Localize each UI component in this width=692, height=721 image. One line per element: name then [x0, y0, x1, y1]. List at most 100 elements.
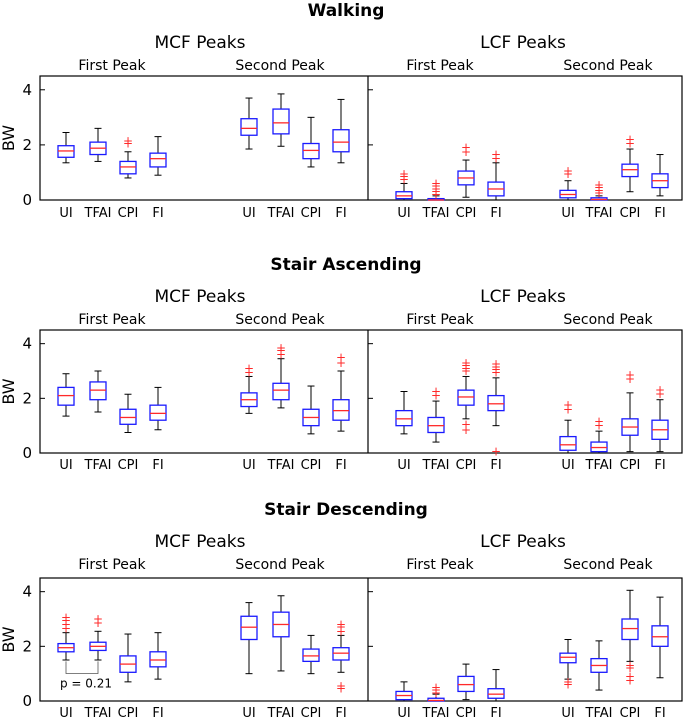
box-cpi	[302, 385, 320, 435]
outlier-marker: +	[336, 350, 346, 364]
outlier-marker: +	[276, 344, 286, 358]
panel-title: Walking	[308, 1, 385, 21]
category-label: FI	[654, 706, 665, 721]
box-tfai	[89, 127, 107, 162]
outlier-marker: +	[399, 170, 409, 184]
iqr-box	[427, 416, 445, 434]
category-label: TFAI	[585, 706, 613, 721]
mcf-peaks-label: MCF Peaks	[155, 532, 246, 552]
category-label: FI	[335, 206, 346, 221]
outlier-marker: +	[625, 368, 635, 382]
box-fi	[332, 98, 350, 164]
box-fi	[149, 632, 167, 680]
iqr-box	[651, 625, 669, 647]
category-label: TFAI	[422, 706, 450, 721]
box-cpi: ++++++	[457, 356, 475, 437]
outlier-marker: +	[491, 363, 501, 377]
first-peak-label: First Peak	[78, 312, 146, 328]
lcf-peaks-label: LCF Peaks	[480, 287, 566, 307]
box-tfai: +++	[427, 680, 445, 702]
outlier-marker: +	[244, 365, 254, 379]
category-label: UI	[59, 206, 72, 221]
second-peak-label: Second Peak	[235, 557, 325, 573]
category-label: FI	[490, 206, 501, 221]
y-tick-label: 0	[22, 692, 32, 710]
box-tfai: ++	[590, 415, 608, 454]
outlier-marker: +	[491, 360, 501, 374]
outlier-marker: +	[61, 613, 71, 627]
category-label: TFAI	[422, 206, 450, 221]
category-label: FI	[490, 706, 501, 721]
category-label: UI	[242, 206, 255, 221]
panel-title: Stair Descending	[264, 500, 428, 520]
box-ui	[57, 373, 75, 417]
outlier-marker: +	[431, 182, 441, 196]
outlier-marker: +	[594, 415, 604, 429]
first-peak-label: First Peak	[78, 557, 146, 573]
box-fi	[651, 596, 669, 679]
outlier-marker: +	[491, 148, 501, 162]
category-label: UI	[397, 706, 410, 721]
mcf-peaks-label: MCF Peaks	[155, 287, 246, 307]
outlier-marker: +	[336, 679, 346, 693]
box-tfai	[590, 640, 608, 691]
box-cpi	[302, 116, 320, 168]
outlier-marker: +	[625, 372, 635, 386]
iqr-box	[559, 652, 577, 664]
outlier-marker: +	[276, 341, 286, 355]
box-cpi	[119, 393, 137, 433]
outlier-marker: +	[594, 419, 604, 433]
box-ui	[57, 131, 75, 164]
outlier-marker: +	[563, 398, 573, 412]
outlier-marker: +	[244, 361, 254, 375]
category-label: FI	[490, 458, 501, 473]
lcf-peaks-label: LCF Peaks	[480, 532, 566, 552]
iqr-box	[395, 409, 413, 427]
outlier-marker: +	[399, 172, 409, 186]
box-tfai	[89, 370, 107, 413]
box-fi: +++++	[332, 617, 350, 696]
outlier-marker: +	[61, 617, 71, 631]
outlier-marker: +	[93, 612, 103, 626]
box-fi	[149, 386, 167, 431]
second-peak-label: Second Peak	[563, 312, 653, 328]
box-ui: ++++	[57, 611, 75, 661]
iqr-box	[57, 386, 75, 406]
second-peak-label: Second Peak	[563, 58, 653, 74]
y-tick-label: 0	[22, 191, 32, 209]
category-label: UI	[561, 458, 574, 473]
category-label: CPI	[456, 706, 477, 721]
iqr-box	[302, 142, 320, 160]
box-fi	[651, 154, 669, 197]
panel-title: Stair Ascending	[270, 255, 421, 275]
iqr-box	[457, 675, 475, 693]
plot-frame	[39, 75, 683, 201]
p-value-annotation: p = 0.21	[60, 676, 112, 690]
iqr-box	[272, 382, 290, 401]
box-fi	[487, 669, 505, 702]
box-fi	[149, 136, 167, 176]
category-label: CPI	[620, 458, 641, 473]
category-label: CPI	[456, 458, 477, 473]
outlier-marker: +	[491, 152, 501, 166]
category-label: CPI	[620, 206, 641, 221]
category-label: CPI	[456, 206, 477, 221]
category-label: CPI	[301, 706, 322, 721]
category-label: TFAI	[585, 458, 613, 473]
second-peak-label: Second Peak	[235, 312, 325, 328]
y-tick-label: 0	[22, 444, 32, 462]
significance-bracket	[65, 661, 99, 674]
box-cpi: ++++	[621, 589, 639, 688]
box-fi: ++	[487, 148, 505, 201]
lcf-peaks-label: LCF Peaks	[480, 33, 566, 53]
box-ui: ++	[240, 361, 258, 414]
outlier-marker: +	[431, 686, 441, 700]
box-ui	[240, 602, 258, 675]
y-axis-label: BW	[0, 125, 18, 151]
box-ui: ++	[559, 398, 577, 454]
outlier-marker: +	[276, 348, 286, 362]
outlier-marker: +	[594, 181, 604, 195]
outlier-marker: +	[491, 445, 501, 459]
box-ui: +++	[395, 167, 413, 201]
